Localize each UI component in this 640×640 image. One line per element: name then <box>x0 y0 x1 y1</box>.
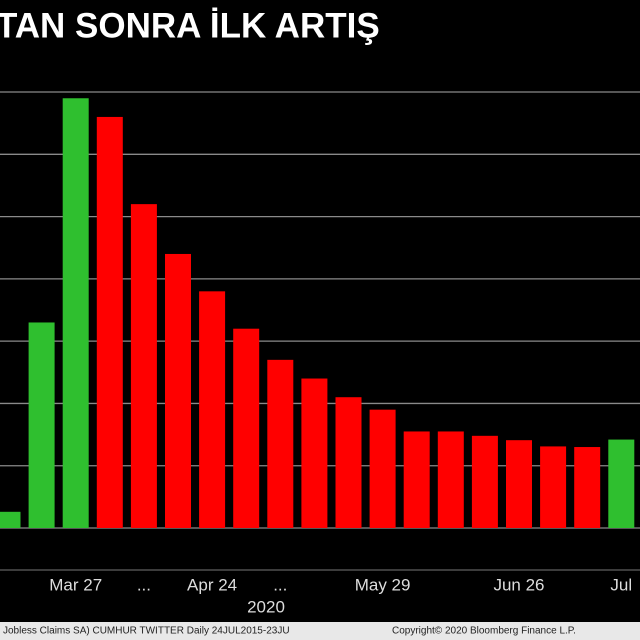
chart-title: TAN SONRA İLK ARTIŞ <box>0 6 380 45</box>
x-tick-label: ... <box>137 575 151 594</box>
footer-right: Copyright© 2020 Bloomberg Finance L.P. <box>392 626 576 637</box>
bar <box>369 409 396 528</box>
bar <box>506 440 532 528</box>
x-tick-label: ... <box>273 575 287 594</box>
x-tick-label: Apr 24 <box>187 575 237 594</box>
bar <box>62 98 89 528</box>
bar <box>540 446 567 528</box>
bar <box>403 431 430 528</box>
bar <box>96 116 123 528</box>
bar <box>437 431 464 528</box>
bar <box>199 291 226 528</box>
x-tick-label: Jun 26 <box>493 575 544 594</box>
bar <box>130 204 157 529</box>
footer-left: l Jobless Claims SA) CUMHUR TWITTER Dail… <box>0 626 290 637</box>
year-label: 2020 <box>247 597 285 616</box>
x-tick-label: May 29 <box>355 575 411 594</box>
x-tick-label: Jul <box>610 575 632 594</box>
bar <box>165 253 191 528</box>
bar <box>28 322 55 528</box>
bar <box>233 328 260 528</box>
bar <box>574 447 601 528</box>
x-tick-label: Mar 27 <box>49 575 102 594</box>
footer-bar <box>0 622 640 640</box>
bar <box>608 439 635 528</box>
bar <box>335 397 362 528</box>
bar <box>301 378 328 528</box>
bar <box>471 435 498 528</box>
bar <box>267 359 294 528</box>
bar <box>0 511 21 528</box>
